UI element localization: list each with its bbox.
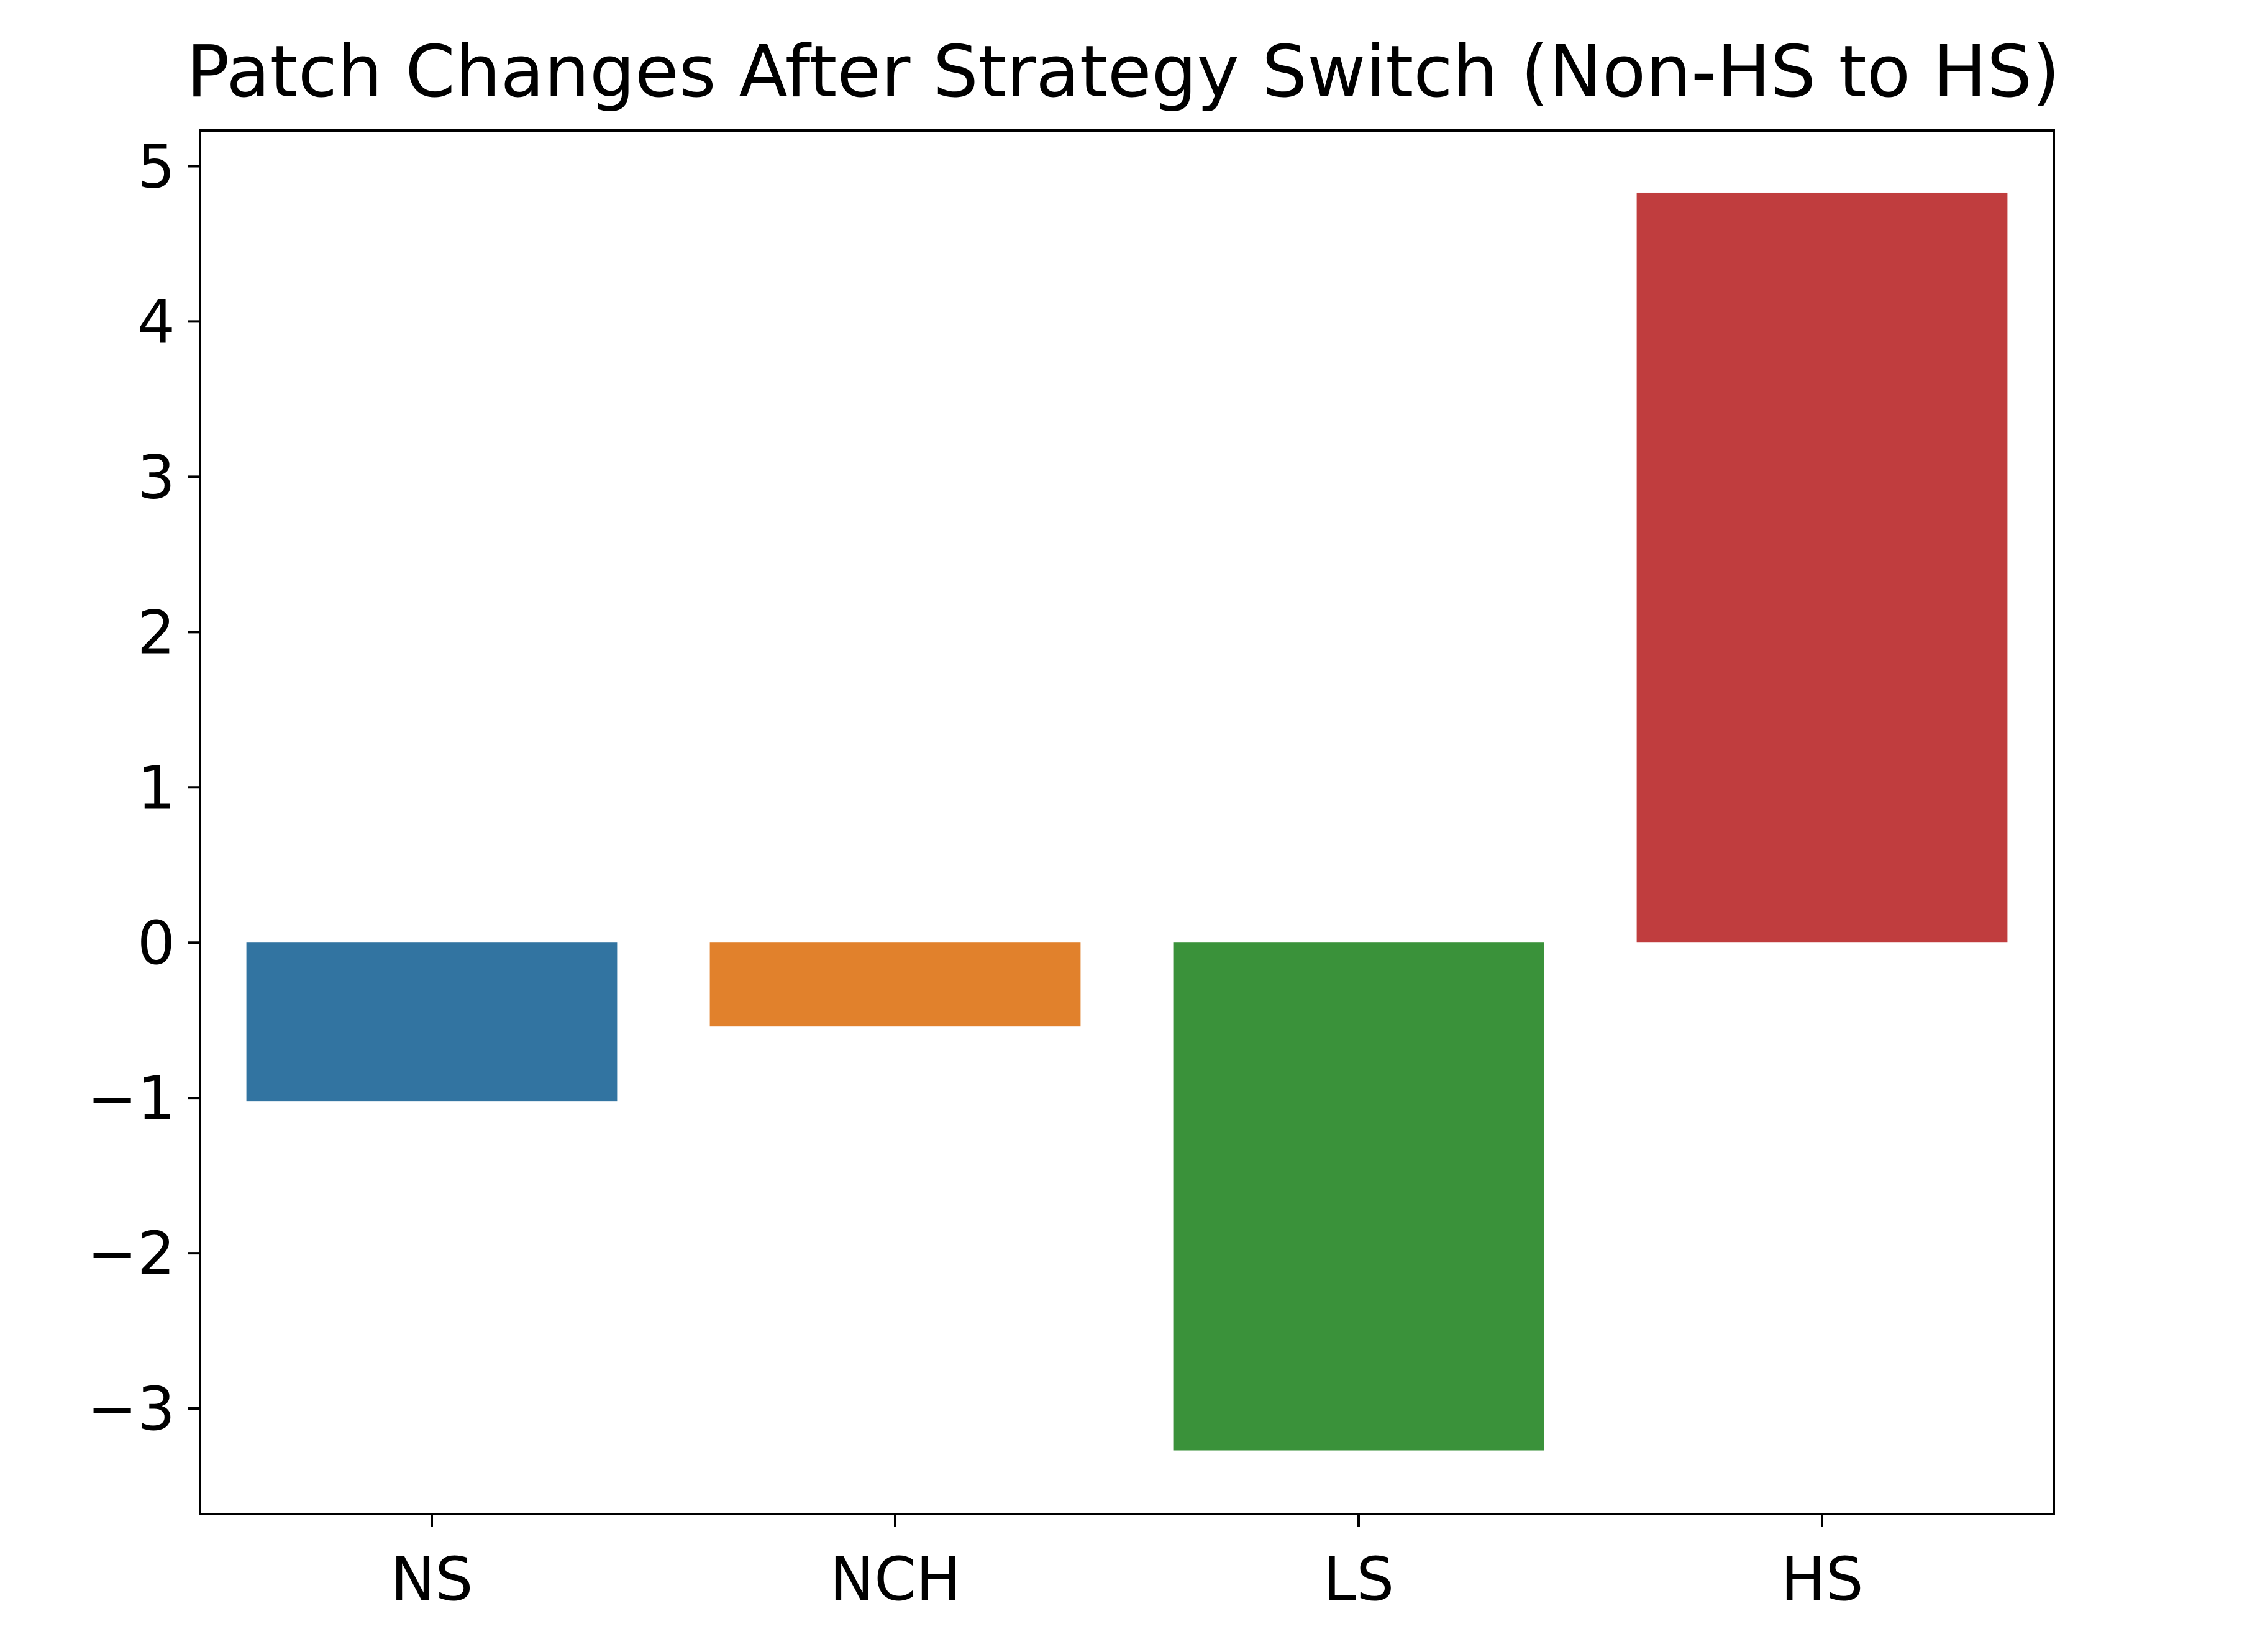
x-axis: NS NCH LS HS [391,1514,1864,1614]
y-tick-label: −1 [87,1064,175,1133]
y-axis: −3 −2 −1 0 1 2 3 4 5 [87,132,200,1444]
bar-nch [709,942,1081,1027]
bar-hs [1636,192,2008,943]
y-tick-label: 3 [137,442,175,512]
y-tick-label: 0 [137,908,175,978]
x-tick-label-ls: LS [1323,1545,1394,1614]
bar-ls [1173,942,1544,1451]
y-tick-label: 5 [137,132,175,201]
y-tick-label: 2 [137,598,175,667]
x-tick-label-hs: HS [1780,1545,1863,1614]
y-tick-label: −3 [87,1374,175,1444]
plot-frame [199,129,2055,1515]
chart-title: Patch Changes After Strategy Switch (Non… [186,30,2060,114]
bars-layer [246,192,2008,1451]
bar-ns [246,942,618,1102]
y-tick-label: 4 [137,287,175,357]
y-tick-label: 1 [137,753,175,823]
x-tick-label-ns: NS [391,1545,473,1614]
y-tick-label: −2 [87,1219,175,1289]
x-tick-label-nch: NCH [829,1545,960,1614]
